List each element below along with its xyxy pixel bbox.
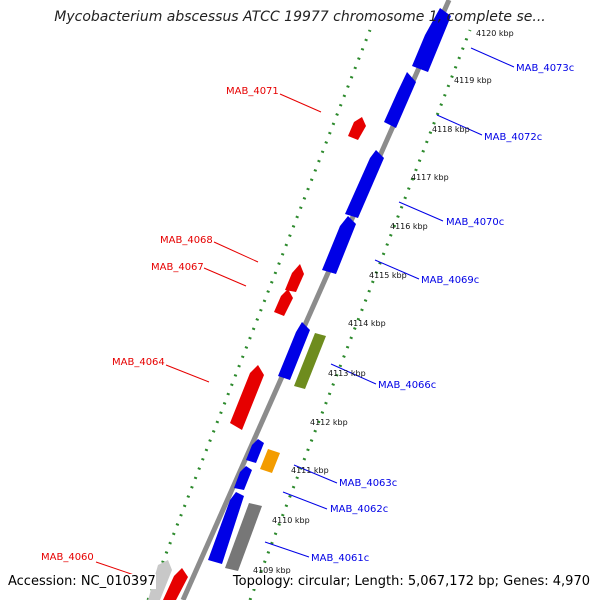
gene-label-MAB_4071[interactable]: MAB_4071 <box>226 86 279 97</box>
kbp-label: 4115 kbp <box>369 271 407 280</box>
kbp-label: 4114 kbp <box>348 319 386 328</box>
kbp-label: 4117 kbp <box>411 173 449 182</box>
gene-label-MAB_4067[interactable]: MAB_4067 <box>151 262 204 273</box>
gene-label-MAB_4060[interactable]: MAB_4060 <box>41 552 94 563</box>
reverse-gene-labels: MAB_4073c MAB_4072c MAB_4070c MAB_4069c … <box>311 63 574 564</box>
kbp-label: 4110 kbp <box>272 516 310 525</box>
gene-label-MAB_4069c[interactable]: MAB_4069c <box>421 275 479 286</box>
gene-MAB_4061c-blue[interactable] <box>208 492 244 564</box>
gene-MAB_4062c[interactable] <box>234 466 252 490</box>
summary-text: Topology: circular; Length: 5,067,172 bp… <box>232 574 590 589</box>
gene-label-MAB_4066c[interactable]: MAB_4066c <box>378 380 436 391</box>
gene-MAB_4066c[interactable] <box>294 333 326 389</box>
forward-gene-labels: MAB_4071 MAB_4068 MAB_4067 MAB_4064 MAB_… <box>41 86 279 563</box>
gene-MAB_4072c[interactable] <box>384 72 416 128</box>
gene-MAB_4060[interactable] <box>163 568 188 600</box>
gene-MAB_4064[interactable] <box>230 365 264 430</box>
gene-label-MAB_4064[interactable]: MAB_4064 <box>112 357 165 368</box>
kbp-label: 4111 kbp <box>291 466 329 475</box>
gene-label-MAB_4072c[interactable]: MAB_4072c <box>484 132 542 143</box>
kbp-label: 4119 kbp <box>454 76 492 85</box>
kbp-labels: 4120 kbp 4119 kbp 4118 kbp 4117 kbp 4116… <box>253 29 514 575</box>
forward-scale-track <box>146 29 372 600</box>
gene-label-MAB_4068[interactable]: MAB_4068 <box>160 235 213 246</box>
gene-label-MAB_4070c[interactable]: MAB_4070c <box>446 217 504 228</box>
gene-unlabeled-gray <box>148 560 172 600</box>
gene-MAB_4066c-blue[interactable] <box>278 322 310 380</box>
kbp-label: 4116 kbp <box>390 222 428 231</box>
accession-text: Accession: NC_010397 <box>8 574 156 589</box>
gene-MAB_4070c[interactable] <box>345 150 384 218</box>
gene-MAB_4069c[interactable] <box>322 216 356 274</box>
gene-label-MAB_4073c[interactable]: MAB_4073c <box>516 63 574 74</box>
kbp-label: 4113 kbp <box>328 369 366 378</box>
gene-label-MAB_4062c[interactable]: MAB_4062c <box>330 504 388 515</box>
gene-label-MAB_4061c[interactable]: MAB_4061c <box>311 553 369 564</box>
kbp-label: 4120 kbp <box>476 29 514 38</box>
gene-MAB_4067[interactable] <box>274 289 293 316</box>
gene-MAB_4068[interactable] <box>285 264 304 292</box>
kbp-label: 4118 kbp <box>432 125 470 134</box>
gene-MAB_4071[interactable] <box>348 117 366 140</box>
gene-MAB_4063c[interactable] <box>260 449 280 473</box>
gene-MAB_4063c-blue[interactable] <box>246 439 264 463</box>
reverse-scale-track <box>248 29 472 600</box>
gene-MAB_4073c[interactable] <box>412 8 451 72</box>
kbp-label: 4112 kbp <box>310 418 348 427</box>
map-title: Mycobacterium abscessus ATCC 19977 chrom… <box>54 9 546 25</box>
gene-MAB_4061c[interactable] <box>225 503 262 571</box>
gene-label-MAB_4063c[interactable]: MAB_4063c <box>339 478 397 489</box>
kbp-label: 4109 kbp <box>253 566 291 575</box>
